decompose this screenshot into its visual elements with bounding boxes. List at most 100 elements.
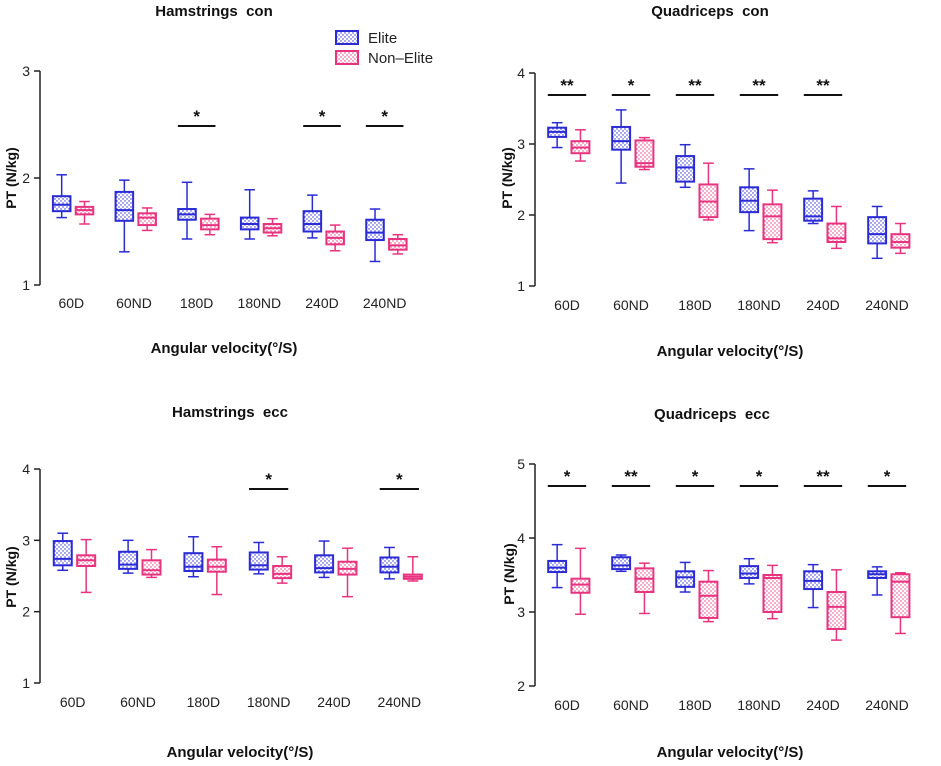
iqr-box <box>379 556 400 574</box>
iqr-box <box>314 554 335 574</box>
x-axis-label: Angular velocity(°/S) <box>657 744 804 761</box>
box-non-elite <box>762 564 783 620</box>
significance-marker: * <box>265 470 272 489</box>
y-tick-label: 3 <box>22 63 30 79</box>
box-elite <box>114 179 135 253</box>
box-non-elite <box>76 538 97 594</box>
x-tick-label: 240ND <box>865 297 909 313</box>
box-elite <box>365 208 385 263</box>
y-tick-label: 3 <box>517 604 525 620</box>
panel-hamstrings-ecc: Hamstrings ecc PT (N/kg) Angular velocit… <box>3 404 423 761</box>
x-tick-label: 60ND <box>116 295 152 311</box>
panel-quadriceps-con: Quadriceps con PT (N/kg) Angular velocit… <box>499 3 911 360</box>
y-tick-label: 4 <box>22 461 30 477</box>
box-elite <box>803 563 824 609</box>
box-non-elite <box>762 189 783 244</box>
iqr-box <box>388 237 408 251</box>
box-elite <box>302 194 323 239</box>
iqr-box <box>675 570 696 588</box>
box-non-elite <box>325 224 345 252</box>
significance-marker: * <box>319 107 326 126</box>
box-non-elite <box>137 207 157 232</box>
y-tick-label: 1 <box>22 675 30 691</box>
x-tick-label: 240D <box>806 697 839 713</box>
box-non-elite <box>388 233 408 255</box>
iqr-box <box>118 550 139 570</box>
legend-swatch-non-elite <box>335 50 359 65</box>
x-tick-label: 180D <box>180 295 213 311</box>
box-non-elite <box>890 572 911 635</box>
y-tick-label: 3 <box>22 532 30 548</box>
iqr-box <box>634 567 655 594</box>
box-elite <box>867 566 888 596</box>
box-elite <box>177 181 197 240</box>
box-non-elite <box>570 547 591 615</box>
x-tick-label: 180ND <box>737 697 781 713</box>
significance-marker: * <box>193 107 200 126</box>
significance-marker: * <box>628 76 635 95</box>
significance-marker: * <box>396 470 403 489</box>
iqr-box <box>675 155 696 183</box>
box-non-elite <box>826 205 847 250</box>
box-elite <box>611 109 632 184</box>
box-elite <box>547 121 568 149</box>
box-elite <box>547 543 568 589</box>
significance-marker: ** <box>688 76 702 95</box>
panel-title: Hamstrings ecc <box>172 404 288 421</box>
iqr-box <box>200 217 220 231</box>
iqr-box <box>52 540 73 567</box>
box-elite <box>803 190 824 225</box>
iqr-box <box>248 551 269 571</box>
box-elite <box>739 557 760 585</box>
x-tick-label: 180D <box>678 697 711 713</box>
iqr-box <box>137 212 157 227</box>
box-non-elite <box>141 548 162 579</box>
y-tick-label: 2 <box>22 170 30 186</box>
iqr-box <box>114 190 135 222</box>
x-tick-label: 180D <box>678 297 711 313</box>
iqr-box <box>803 197 824 222</box>
x-tick-label: 60D <box>58 295 84 311</box>
box-non-elite <box>337 547 358 598</box>
iqr-box <box>762 574 783 613</box>
significance-marker: * <box>381 107 388 126</box>
box-elite <box>675 561 696 593</box>
y-tick-label: 1 <box>517 278 525 294</box>
panel-hamstrings-con: Hamstrings con PT (N/kg) Angular velocit… <box>3 3 408 357</box>
iqr-box <box>762 203 783 241</box>
box-non-elite <box>262 217 283 237</box>
x-tick-label: 240ND <box>363 295 407 311</box>
y-tick-label: 2 <box>517 207 525 223</box>
y-tick-label: 2 <box>517 678 525 694</box>
legend-label-elite: Elite <box>368 30 397 47</box>
x-tick-label: 240ND <box>378 694 422 710</box>
x-axis-label: Angular velocity(°/S) <box>657 343 804 360</box>
iqr-box <box>826 591 847 631</box>
iqr-box <box>183 552 204 573</box>
box-non-elite <box>698 569 719 623</box>
box-elite <box>611 554 632 573</box>
iqr-box <box>826 222 847 243</box>
box-non-elite <box>200 213 220 236</box>
panel-quadriceps-ecc: Quadriceps ecc PT (N/kg) Angular velocit… <box>501 406 911 761</box>
iqr-box <box>611 125 632 151</box>
significance-marker: * <box>756 467 763 486</box>
significance-marker: ** <box>560 76 574 95</box>
box-non-elite <box>402 555 423 582</box>
box-non-elite <box>826 569 847 641</box>
x-tick-label: 240D <box>806 297 839 313</box>
y-tick-label: 4 <box>517 65 525 81</box>
box-non-elite <box>890 222 911 255</box>
y-axis-label: PT (N/kg) <box>3 147 19 208</box>
y-tick-label: 5 <box>517 456 525 472</box>
box-elite <box>867 205 888 260</box>
x-tick-label: 240ND <box>865 697 909 713</box>
legend-label-non-elite: Non–Elite <box>368 50 433 67</box>
significance-marker: ** <box>816 76 830 95</box>
x-tick-label: 240D <box>317 694 350 710</box>
iqr-box <box>302 210 323 233</box>
iqr-box <box>570 577 591 594</box>
legend-item-elite: Elite <box>335 30 397 47</box>
panel-title: Quadriceps con <box>651 3 769 20</box>
